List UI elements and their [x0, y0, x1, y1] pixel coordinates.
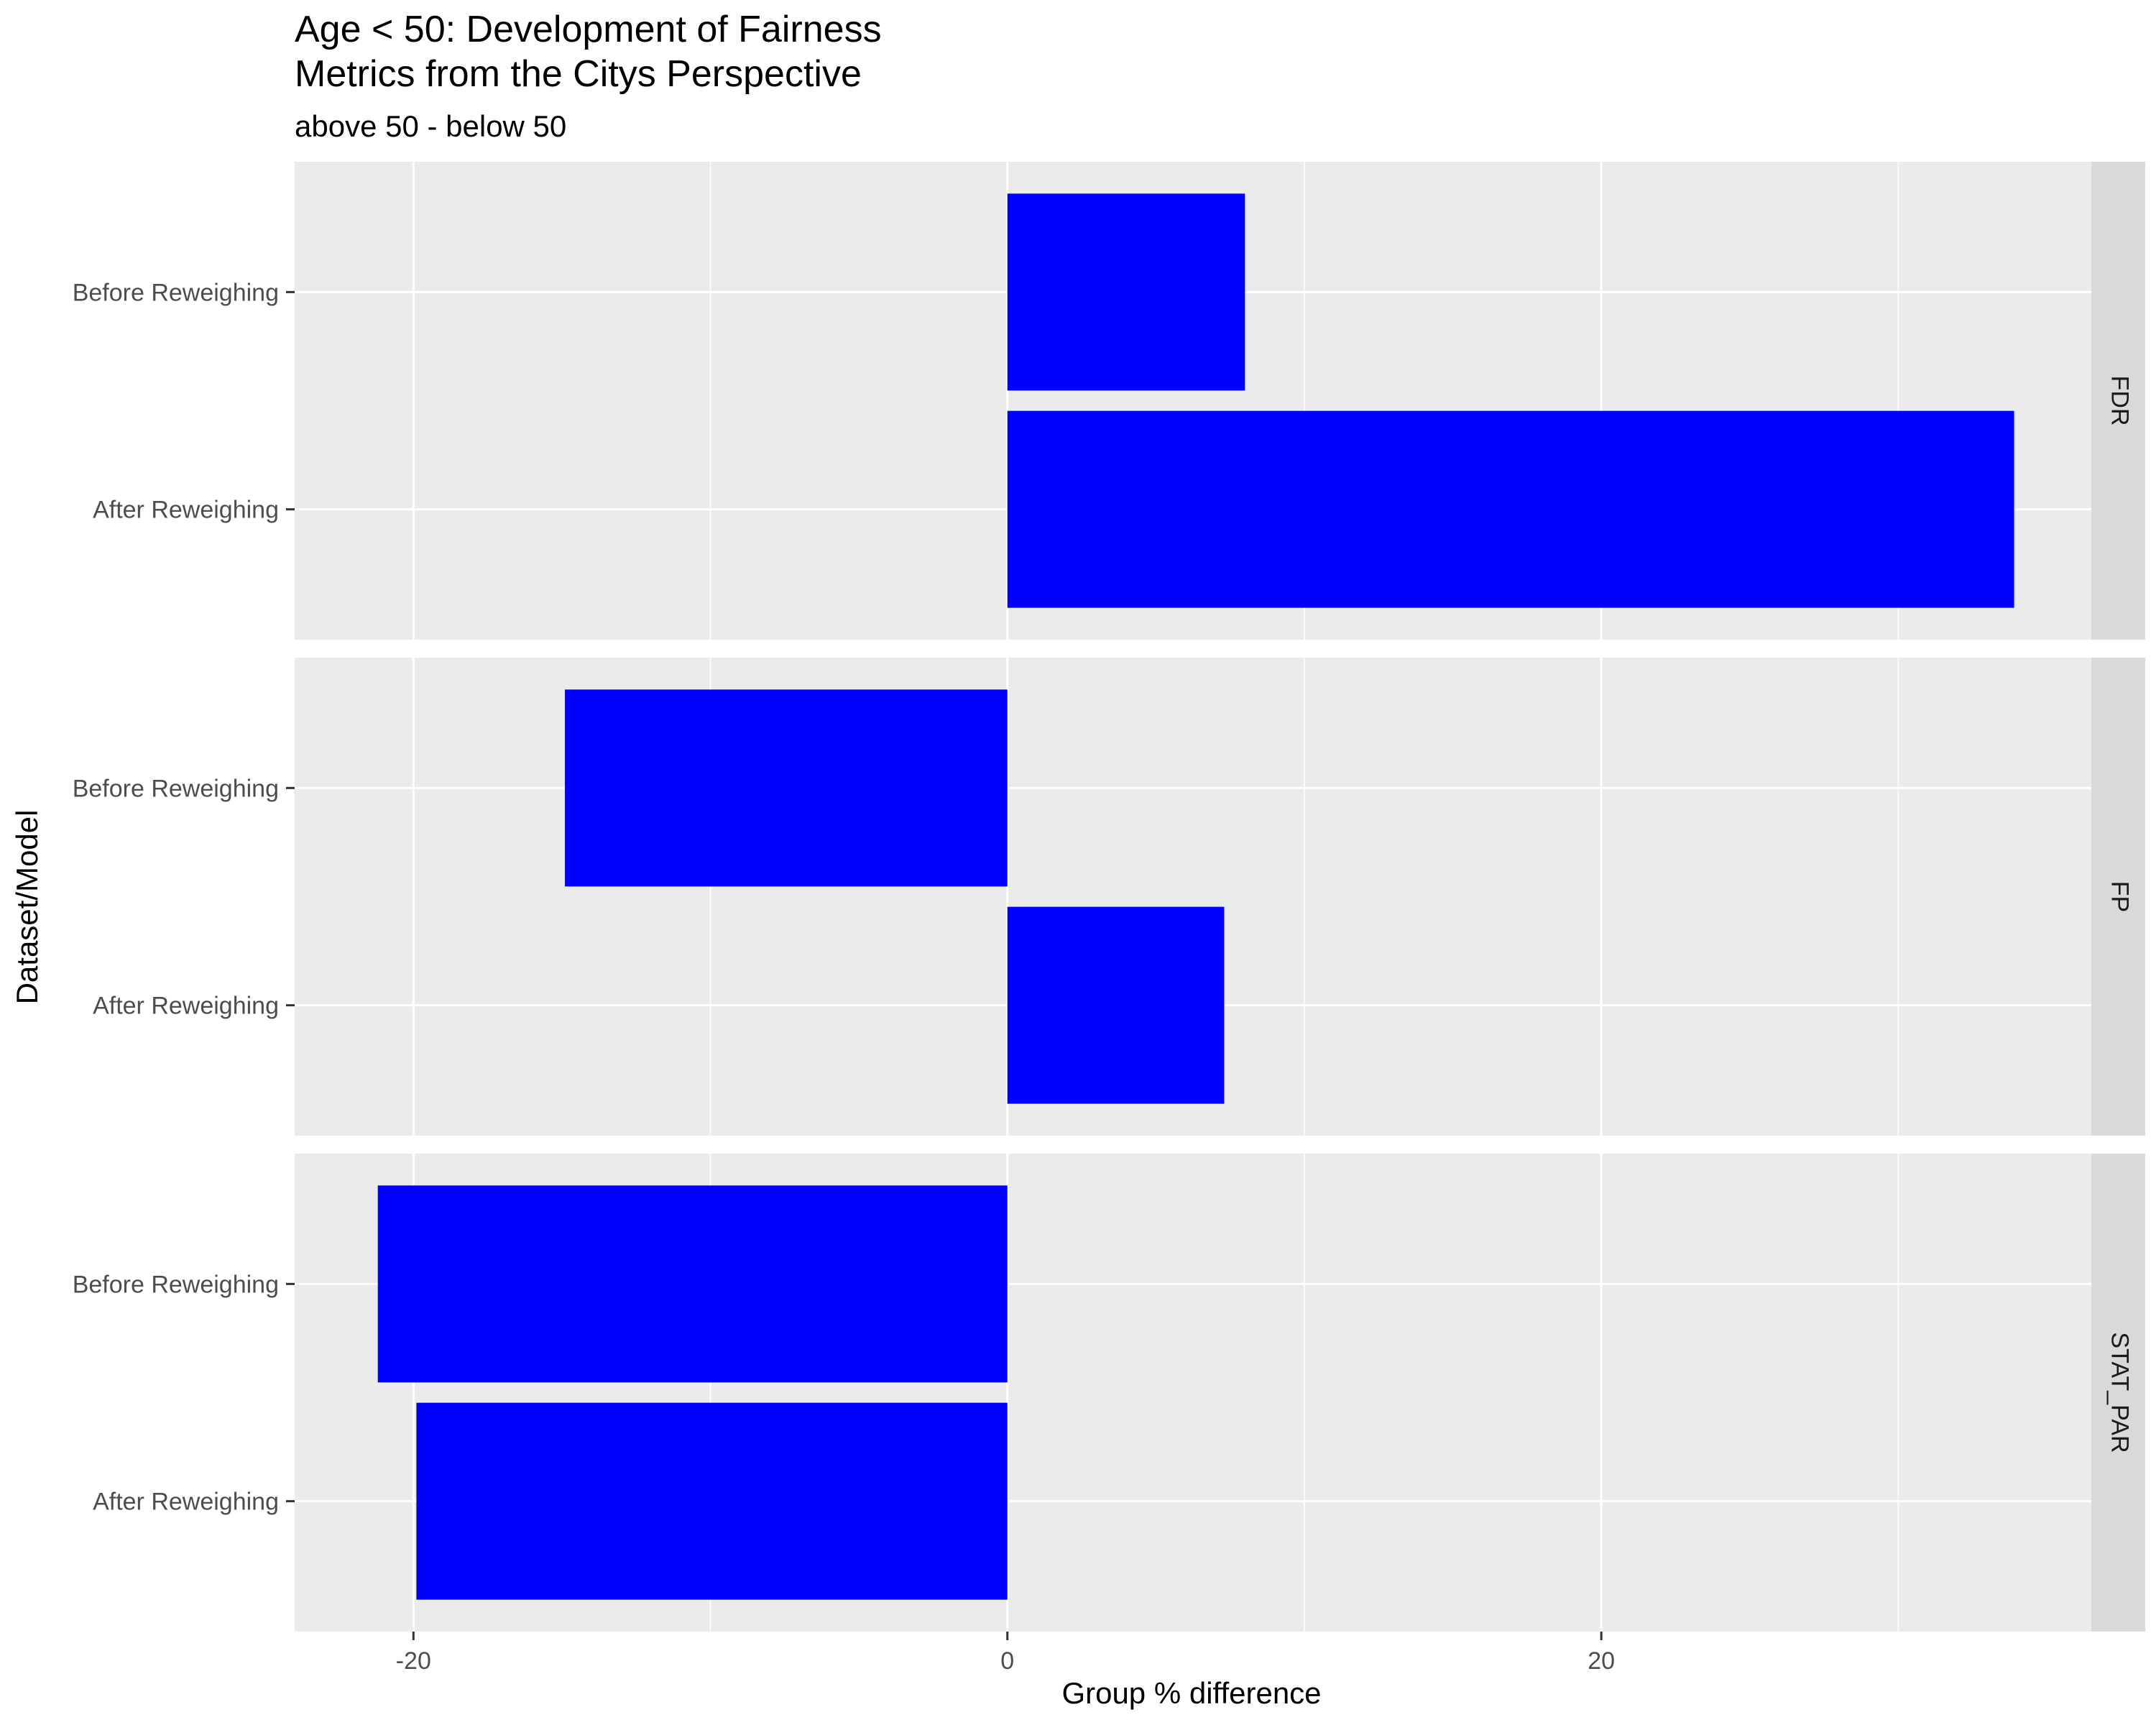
y-tick-label: After Reweighing — [93, 993, 279, 1020]
x-tick-label: 0 — [1000, 1647, 1014, 1675]
x-tick-label: 20 — [1588, 1647, 1615, 1675]
facet-panel-fdr: Before Reweighing After Reweighing FDR — [73, 162, 2145, 640]
facet-strip-label: FP — [2106, 881, 2134, 912]
bar-fp-after-reweighing — [1007, 906, 1225, 1104]
chart-subtitle: above 50 - below 50 — [295, 109, 566, 143]
y-axis-title: Dataset/Model — [10, 810, 44, 1005]
facet-strip-label: STAT_PAR — [2106, 1332, 2134, 1453]
x-tick-label: -20 — [396, 1647, 431, 1675]
facet-strip — [2091, 1154, 2145, 1632]
bar-stat-par-before-reweighing — [377, 1185, 1008, 1383]
chart-title-line-2: Metrics from the Citys Perspective — [295, 53, 862, 95]
bar-fp-before-reweighing — [565, 689, 1008, 887]
y-tick-label: Before Reweighing — [73, 1271, 279, 1298]
facet-strip-label: FDR — [2106, 376, 2134, 426]
x-axis-title: Group % difference — [1061, 1676, 1321, 1710]
y-tick-label: After Reweighing — [93, 1489, 279, 1516]
bar-fdr-after-reweighing — [1007, 410, 2014, 608]
y-tick-label: After Reweighing — [93, 497, 279, 524]
y-tick-label: Before Reweighing — [73, 775, 279, 802]
chart-title-line-1: Age < 50: Development of Fairness — [295, 9, 882, 50]
y-tick-label: Before Reweighing — [73, 279, 279, 306]
facet-panel-fp: Before Reweighing After Reweighing FP — [73, 658, 2145, 1136]
facet-strip — [2091, 162, 2145, 640]
facet-strip — [2091, 658, 2145, 1136]
bar-stat-par-after-reweighing — [416, 1402, 1008, 1600]
bar-fdr-before-reweighing — [1007, 193, 1245, 391]
facet-panel-stat-par: Before Reweighing After Reweighing STAT_PA… — [73, 1154, 2145, 1632]
